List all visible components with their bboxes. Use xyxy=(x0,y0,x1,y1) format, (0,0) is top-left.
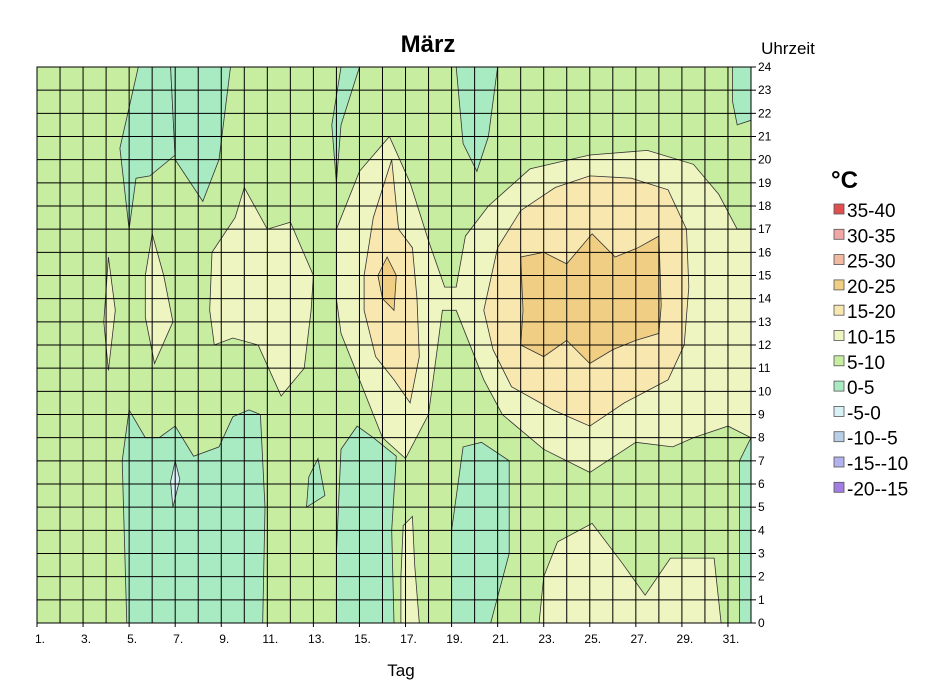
y-tick-label: 6 xyxy=(758,477,765,491)
x-tick-label: 19. xyxy=(446,632,463,646)
legend: 35-40 30-35 25-30 20-25 15-20 10-15 5-10 0-5 -5-… xyxy=(833,201,908,500)
contour-region-0-5 xyxy=(732,66,752,126)
legend-label: -10--5 xyxy=(847,429,898,450)
x-tick-label: 27. xyxy=(630,632,647,646)
legend-label: 5-10 xyxy=(847,353,885,374)
legend-swatch xyxy=(833,279,845,291)
y-tick-label: 20 xyxy=(758,153,772,167)
y-tick-label: 4 xyxy=(758,523,765,537)
contour-region-10-15 xyxy=(538,522,722,624)
y-tick-label: 1 xyxy=(758,593,765,607)
contour-region-10-15 xyxy=(103,256,116,371)
legend-label: -5-0 xyxy=(847,403,881,424)
y-tick-label: 14 xyxy=(758,292,772,306)
legend-swatch xyxy=(833,330,845,341)
x-tick-label: 1. xyxy=(35,632,45,646)
x-tick-label: 5. xyxy=(127,632,137,646)
legend-swatch xyxy=(833,405,845,417)
x-tick-label: 11. xyxy=(262,632,278,646)
x-tick-label: 29. xyxy=(677,632,694,646)
legend-label: 15-20 xyxy=(847,302,896,323)
legend-swatch xyxy=(833,380,845,392)
y-tick-label: 16 xyxy=(758,245,772,259)
y-tick-label: 3 xyxy=(758,547,765,561)
legend-label: -15--10 xyxy=(847,454,908,475)
legend-label: 30-35 xyxy=(847,226,896,247)
contour-region-0-5 xyxy=(335,425,397,624)
x-axis-ticks: 1. 3. 5. 7. 9. 11. 13. 15. 17. 19. 21. 23. 25. 27. 29.… xyxy=(35,623,739,646)
contour-region-0-5 xyxy=(306,457,326,508)
legend-swatch xyxy=(833,203,845,215)
legend-title: °C xyxy=(831,167,858,194)
y-tick-label: 2 xyxy=(758,570,765,584)
legend-label: 10-15 xyxy=(847,328,896,349)
legend-swatch xyxy=(833,228,845,240)
y-tick-label: 13 xyxy=(758,315,772,329)
chart-title: März xyxy=(401,31,456,58)
legend-label: 25-30 xyxy=(847,252,896,273)
y-tick-label: 18 xyxy=(758,199,772,213)
legend-swatch xyxy=(833,431,845,443)
y-tick-label: 24 xyxy=(758,60,772,74)
legend-swatch xyxy=(833,456,845,468)
y-axis-label: Uhrzeit xyxy=(761,39,815,58)
contour-region-0-5 xyxy=(451,441,510,624)
y-tick-label: 11 xyxy=(758,361,771,375)
y-tick-label: 10 xyxy=(758,384,772,398)
x-tick-label: 15. xyxy=(354,632,371,646)
x-tick-label: 25. xyxy=(584,632,601,646)
y-tick-label: 17 xyxy=(758,222,772,236)
x-tick-label: 3. xyxy=(81,632,91,646)
x-tick-label: 23. xyxy=(538,632,555,646)
x-tick-label: 21. xyxy=(492,632,509,646)
x-tick-label: 9. xyxy=(219,632,229,646)
y-tick-label: 7 xyxy=(758,454,765,468)
legend-swatch xyxy=(833,254,845,266)
y-tick-label: 12 xyxy=(758,338,772,352)
legend-swatch xyxy=(833,304,845,316)
y-tick-label: 23 xyxy=(758,83,772,97)
legend-label: 0-5 xyxy=(847,378,874,399)
legend-swatch xyxy=(833,481,845,493)
y-tick-label: 21 xyxy=(758,130,772,144)
x-tick-label: 17. xyxy=(400,632,417,646)
x-tick-label: 13. xyxy=(308,632,325,646)
grid-lines xyxy=(37,67,751,623)
y-tick-label: 0 xyxy=(758,616,765,630)
legend-label: 35-40 xyxy=(847,201,896,222)
x-tick-label: 7. xyxy=(173,632,183,646)
y-tick-label: 5 xyxy=(758,500,765,514)
y-tick-label: 8 xyxy=(758,431,765,445)
y-tick-label: 15 xyxy=(758,269,772,283)
contour-region-10-15 xyxy=(209,186,314,397)
contour-regions xyxy=(103,66,752,624)
legend-label: -20--15 xyxy=(847,479,908,500)
y-tick-label: 19 xyxy=(758,176,772,190)
legend-swatch xyxy=(833,355,845,367)
x-axis-label: Tag xyxy=(387,661,414,680)
x-tick-label: 31. xyxy=(723,632,740,646)
y-tick-label: 22 xyxy=(758,106,772,120)
legend-label: 20-25 xyxy=(847,277,896,298)
y-tick-label: 9 xyxy=(758,408,765,422)
